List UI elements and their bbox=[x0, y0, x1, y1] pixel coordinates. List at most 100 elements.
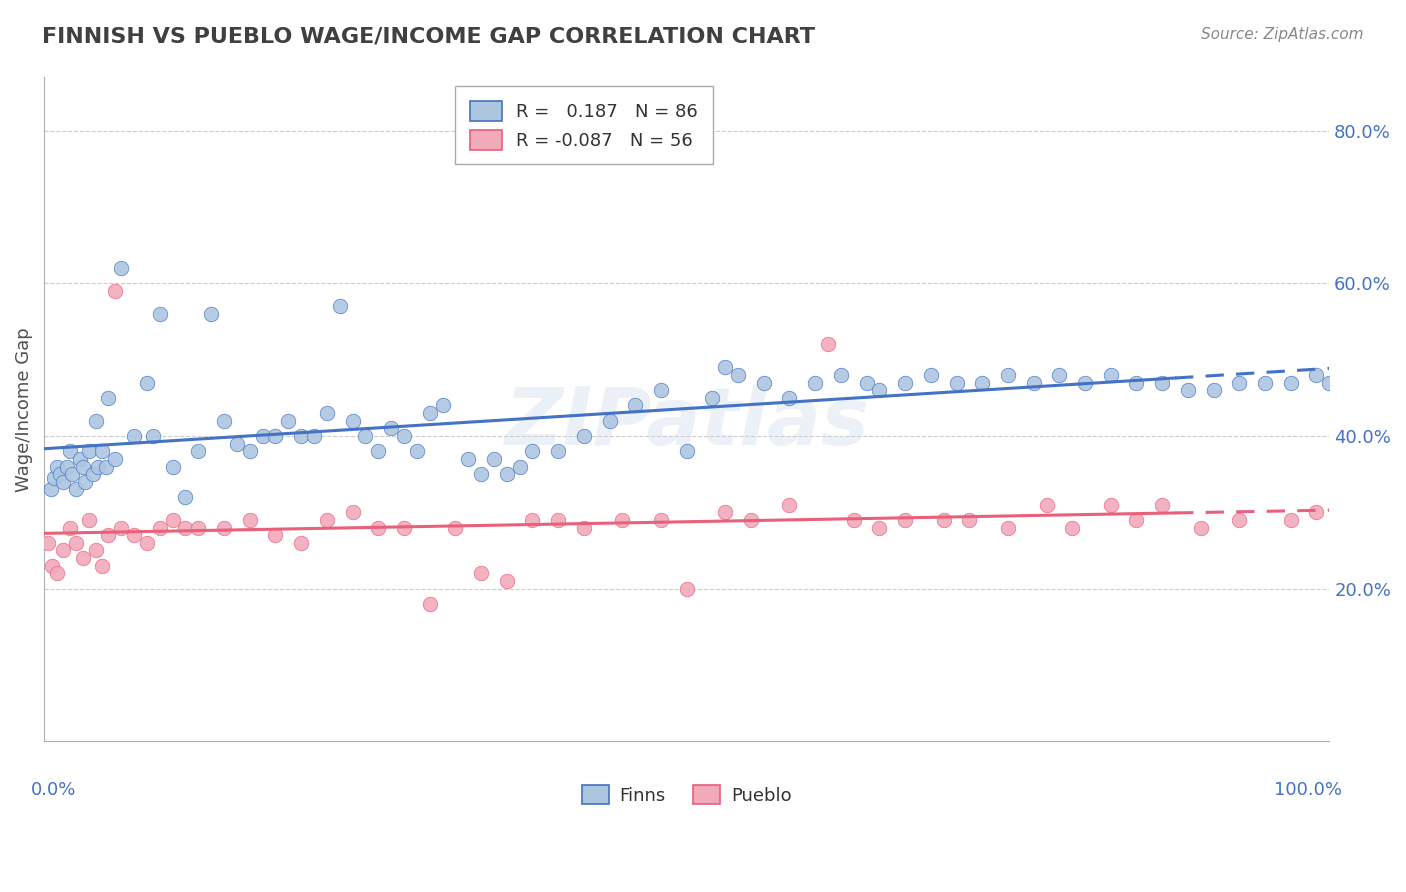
Point bbox=[77, 513, 100, 527]
Point bbox=[75, 475, 97, 489]
Point bbox=[675, 582, 697, 596]
Point bbox=[1202, 383, 1225, 397]
Point bbox=[920, 368, 942, 382]
Point bbox=[72, 459, 94, 474]
Point bbox=[894, 513, 917, 527]
Point bbox=[1227, 513, 1250, 527]
Point bbox=[1099, 368, 1122, 382]
Point bbox=[1062, 520, 1084, 534]
Point bbox=[547, 513, 569, 527]
Point bbox=[60, 467, 83, 482]
Point bbox=[46, 459, 69, 474]
Point bbox=[650, 383, 672, 397]
Point bbox=[572, 520, 595, 534]
Point bbox=[1254, 376, 1277, 390]
Text: ZIPatlas: ZIPatlas bbox=[505, 384, 869, 461]
Point bbox=[367, 520, 389, 534]
Point bbox=[1305, 368, 1327, 382]
Point bbox=[122, 429, 145, 443]
Point bbox=[367, 444, 389, 458]
Point bbox=[779, 391, 801, 405]
Point bbox=[1125, 376, 1147, 390]
Point bbox=[444, 520, 467, 534]
Point bbox=[457, 451, 479, 466]
Point bbox=[392, 429, 415, 443]
Point bbox=[162, 459, 184, 474]
Point bbox=[522, 513, 544, 527]
Point bbox=[817, 337, 839, 351]
Point bbox=[342, 505, 364, 519]
Point bbox=[650, 513, 672, 527]
Text: 100.0%: 100.0% bbox=[1274, 781, 1343, 799]
Point bbox=[894, 376, 917, 390]
Point bbox=[1189, 520, 1212, 534]
Point bbox=[104, 451, 127, 466]
Point bbox=[470, 566, 492, 581]
Point bbox=[174, 520, 197, 534]
Point bbox=[97, 528, 120, 542]
Point bbox=[252, 429, 274, 443]
Point bbox=[727, 368, 749, 382]
Point bbox=[56, 459, 79, 474]
Point bbox=[869, 383, 891, 397]
Point bbox=[110, 261, 132, 276]
Point bbox=[752, 376, 775, 390]
Point bbox=[945, 376, 967, 390]
Point bbox=[419, 597, 441, 611]
Point bbox=[87, 459, 110, 474]
Point bbox=[342, 414, 364, 428]
Point bbox=[482, 451, 505, 466]
Point bbox=[290, 536, 312, 550]
Point bbox=[380, 421, 402, 435]
Point bbox=[1279, 513, 1302, 527]
Point bbox=[65, 536, 87, 550]
Point bbox=[1177, 383, 1199, 397]
Point bbox=[315, 406, 337, 420]
Point bbox=[239, 444, 262, 458]
Point bbox=[315, 513, 337, 527]
Point bbox=[1099, 498, 1122, 512]
Point bbox=[187, 520, 209, 534]
Point bbox=[470, 467, 492, 482]
Point bbox=[39, 483, 62, 497]
Point bbox=[405, 444, 427, 458]
Point bbox=[547, 444, 569, 458]
Point bbox=[69, 451, 91, 466]
Point bbox=[830, 368, 852, 382]
Point bbox=[702, 391, 724, 405]
Point bbox=[277, 414, 299, 428]
Point bbox=[239, 513, 262, 527]
Point bbox=[997, 520, 1019, 534]
Point bbox=[84, 543, 107, 558]
Point bbox=[1125, 513, 1147, 527]
Point bbox=[174, 490, 197, 504]
Point bbox=[37, 536, 59, 550]
Point bbox=[419, 406, 441, 420]
Point bbox=[1279, 376, 1302, 390]
Y-axis label: Wage/Income Gap: Wage/Income Gap bbox=[15, 327, 32, 491]
Point bbox=[972, 376, 994, 390]
Point bbox=[135, 376, 157, 390]
Point bbox=[1035, 498, 1057, 512]
Point bbox=[714, 505, 737, 519]
Point bbox=[1022, 376, 1045, 390]
Point bbox=[1074, 376, 1097, 390]
Point bbox=[740, 513, 762, 527]
Point bbox=[97, 391, 120, 405]
Point bbox=[41, 558, 63, 573]
Point bbox=[804, 376, 827, 390]
Point bbox=[855, 376, 877, 390]
Point bbox=[779, 498, 801, 512]
Point bbox=[432, 399, 454, 413]
Point bbox=[212, 520, 235, 534]
Point bbox=[44, 471, 66, 485]
Point bbox=[162, 513, 184, 527]
Point bbox=[225, 436, 247, 450]
Point bbox=[1047, 368, 1070, 382]
Point bbox=[77, 444, 100, 458]
Point bbox=[149, 520, 172, 534]
Point bbox=[1152, 376, 1174, 390]
Point bbox=[264, 528, 287, 542]
Point bbox=[91, 444, 114, 458]
Point bbox=[957, 513, 980, 527]
